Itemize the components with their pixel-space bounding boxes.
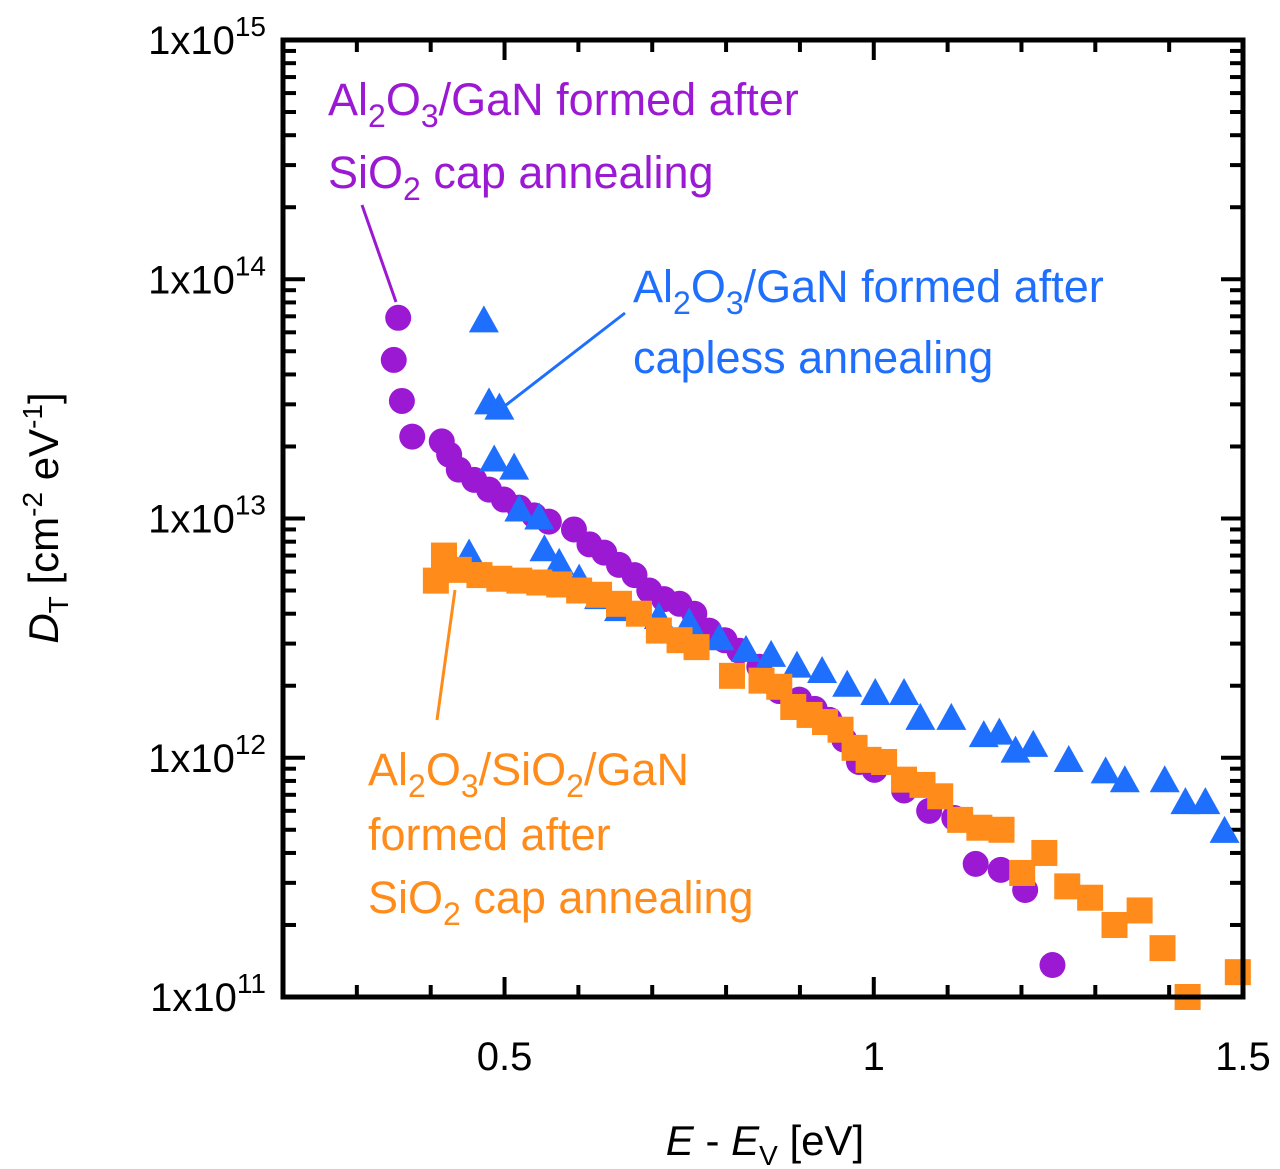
square-point [988,816,1015,843]
square-point [683,634,710,661]
circle-point [399,423,426,450]
square-point [927,783,954,810]
triangle-point [504,494,535,522]
annotation-label: Al2O3/SiO2/GaN [368,744,689,804]
square-point [1126,897,1153,924]
triangle-point [905,702,936,730]
circle-point [385,304,412,331]
square-point [1077,884,1104,911]
annotation-label: capless annealing [633,332,993,383]
square-point [1009,859,1036,886]
annotation-pointer [435,589,457,721]
circle-point [987,856,1014,883]
circle-point [1039,952,1066,979]
annotation-label: Al2O3/GaN formed after [328,74,799,134]
triangle-point [1170,787,1201,815]
circle-point [962,850,989,877]
y-tick-label: 1x1011 [150,968,266,1020]
tick-labels: 0.5 1 1.5 1x1015 1x1014 1x1013 1x1012 1x1011 [148,11,1271,1079]
square-point [422,567,449,594]
triangle-point [1018,729,1049,757]
y-tick-label: 1x1014 [148,250,266,302]
annotation-pointer [360,204,398,303]
square-point [1101,911,1128,938]
annotation-label: Al2O3/GaN formed after [633,261,1104,321]
data-markers [380,304,1251,1010]
square-point [718,662,745,689]
triangle-point [544,547,575,575]
triangle-point [1109,765,1140,793]
triangle-point [499,452,530,480]
triangle-point [479,444,510,472]
square-point [1031,839,1058,866]
triangle-point [807,656,838,684]
triangle-point [1053,744,1084,772]
triangle-point [860,677,891,705]
triangle-point [756,639,787,667]
triangle-point [524,502,555,530]
triangle-point [984,717,1015,745]
x-axis-label: E - EV [eV] [666,1117,864,1169]
annotation-pointer [496,311,626,414]
triangle-point [1090,756,1121,784]
square-point [1224,959,1251,986]
triangle-point [1190,787,1221,815]
triangle-point [832,669,863,697]
x-tick-label: 1 [863,1035,885,1079]
square-point [966,814,993,841]
triangle-point [1149,765,1180,793]
square-point [1149,935,1176,962]
y-tick-label: 1x1013 [148,490,266,542]
triangle-point [468,305,499,333]
annotation-label: SiO2 cap annealing [368,872,754,932]
triangle-point [936,702,967,730]
y-tick-label: 1x1012 [148,729,266,781]
x-tick-label: 0.5 [477,1035,533,1079]
triangle-point [781,650,812,678]
triangle-point [704,623,735,651]
circle-point [380,346,407,373]
circle-point [388,387,415,414]
triangle-point [731,634,762,662]
square-point [1054,873,1081,900]
annotation-label: formed after [368,809,611,860]
y-tick-label: 1x1015 [148,11,266,63]
x-tick-label: 1.5 [1215,1035,1271,1079]
triangle-point [1209,815,1240,843]
triangle-point [529,534,560,562]
annotation-label: SiO2 cap annealing [328,147,714,207]
triangle-point [484,392,515,420]
annotations: Al2O3/GaN formed after SiO2 cap annealing… [328,74,1104,932]
y-axis-label: DT [cm-2 eV-1] [17,392,74,643]
triangle-point [889,677,920,705]
plot-frame [280,37,1246,1000]
